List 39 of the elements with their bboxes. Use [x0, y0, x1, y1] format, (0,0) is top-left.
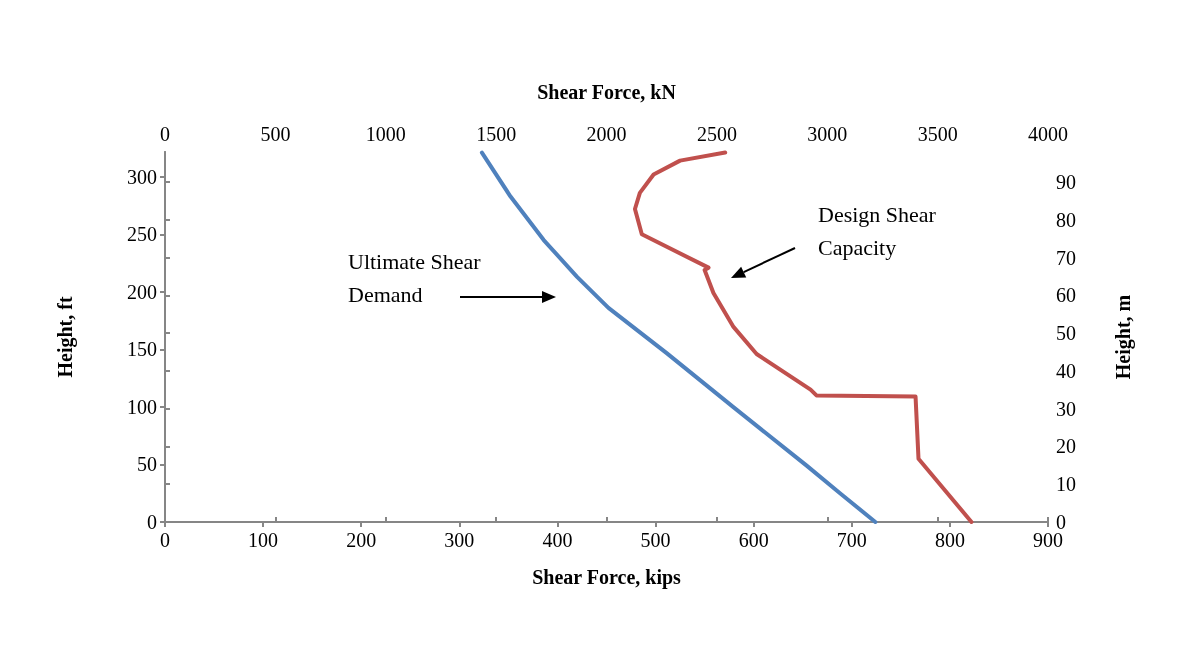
x2-tick-label: 3500 [917, 123, 958, 145]
x2-tick-label: 2000 [586, 123, 627, 145]
y-tick-label: 0 [147, 511, 157, 533]
y-tick-label: 50 [137, 453, 157, 476]
x-tick-label: 100 [248, 529, 279, 551]
x2-tick-label: 500 [260, 123, 291, 145]
x2-tick-label: 1500 [476, 123, 517, 145]
x-tick-label: 200 [346, 529, 377, 551]
y-tick-label: 200 [127, 280, 157, 303]
y2-tick-label: 80 [1056, 208, 1076, 231]
y-tick-label: 150 [127, 338, 157, 361]
y-tick-label: 300 [127, 165, 157, 188]
y2-tick-label: 60 [1056, 284, 1076, 307]
y2-tick-label: 20 [1056, 435, 1076, 458]
x-tick-label: 400 [542, 529, 573, 551]
x-tick-label: 300 [444, 529, 475, 551]
annotation: Ultimate Shear Demand [348, 249, 487, 307]
y2-tick-label: 90 [1056, 171, 1076, 194]
y2-tick-label: 30 [1056, 397, 1076, 420]
x-tick-label: 500 [640, 529, 671, 551]
y2-tick-label: 10 [1056, 473, 1076, 496]
x2-tick-label: 2500 [696, 123, 737, 145]
y-tick-label: 250 [127, 223, 157, 246]
x2-tick-label: 1000 [365, 123, 406, 145]
x-tick-label: 700 [836, 529, 867, 551]
x2-axis-title: Shear Force, kN [537, 81, 677, 103]
y2-tick-label: 70 [1056, 246, 1076, 269]
x2-tick-label: 4000 [1028, 123, 1068, 145]
annotation: Design Shear Capacity [818, 202, 942, 260]
x-tick-label: 800 [934, 529, 965, 551]
y2-tick-label: 50 [1056, 322, 1076, 345]
line-series [632, 150, 974, 524]
x-axis-title: Shear Force, kips [532, 566, 682, 589]
x-tick-label: 600 [738, 529, 769, 551]
y-axis-title: Height, ft [54, 296, 77, 378]
y2-axis-title: Height, m [1112, 294, 1135, 380]
y2-tick-label: 40 [1056, 359, 1076, 382]
x2-tick-label: 3000 [807, 123, 848, 145]
y-tick-label: 100 [127, 395, 157, 418]
